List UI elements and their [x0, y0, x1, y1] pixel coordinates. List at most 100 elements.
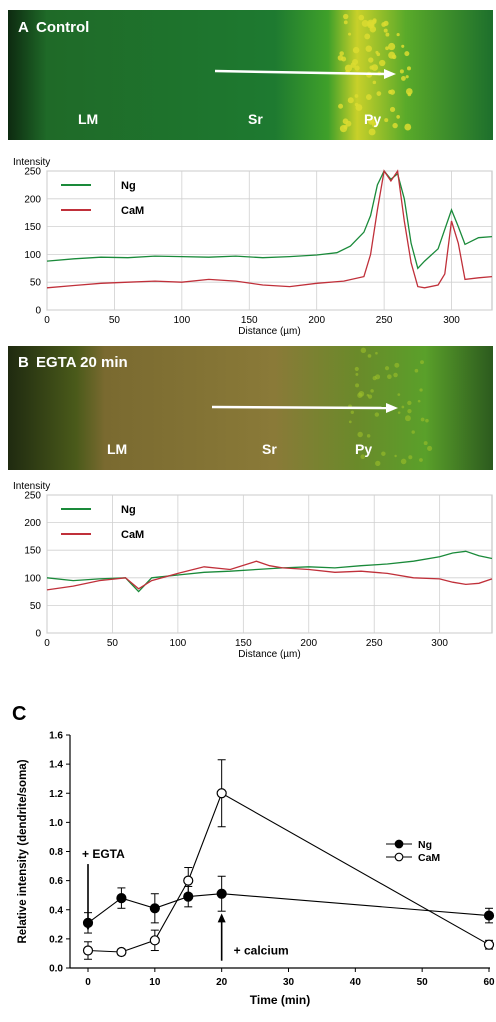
cell-body	[384, 118, 389, 123]
cell-body	[365, 94, 372, 100]
y-tick-label: 100	[24, 573, 41, 584]
x-axis-label: Distance (µm)	[238, 326, 300, 337]
cell-body	[385, 46, 389, 51]
cell-body	[366, 434, 371, 438]
intensity-chart-egta: 0 50 100 150 200 250 300050100150200250Intensi…	[13, 481, 493, 660]
y-axis-label: Intensity	[13, 157, 50, 168]
x-tick-label: 0	[44, 638, 50, 649]
x-tick-label: 250	[366, 638, 383, 649]
x-axis-label: Time (min)	[250, 993, 310, 1007]
cell-body	[383, 28, 388, 33]
data-point-cam	[116, 946, 127, 958]
y-tick-label: 1.4	[49, 760, 63, 771]
y-tick-label: 1.2	[49, 789, 63, 800]
cell-body	[394, 454, 397, 458]
arrow-line	[214, 69, 386, 76]
cell-body	[423, 441, 428, 446]
cell-body	[379, 59, 386, 67]
cell-body	[401, 405, 405, 409]
cell-body	[338, 103, 344, 109]
region-label-py: Py	[364, 111, 381, 127]
cell-body	[367, 118, 375, 125]
cell-body	[360, 347, 367, 354]
cell-body	[385, 32, 390, 37]
series-line-cam	[87, 792, 490, 953]
cell-body	[372, 376, 377, 381]
cell-body	[397, 393, 401, 396]
relative-intensity-chart: C 0.0 0.2 0.4 0.6 0.8 1.0 1.2 1.4 1.6 0 10 20 30 40 50…	[12, 703, 495, 1007]
cell-body	[352, 46, 360, 54]
cell-body	[389, 106, 396, 113]
cell-body	[394, 362, 400, 368]
cell-body	[348, 420, 352, 424]
data-point-ng	[216, 888, 227, 899]
arrow-head-icon	[386, 403, 398, 413]
legend-label-ng: Ng	[121, 504, 136, 516]
cell-body	[397, 411, 401, 414]
panel-title: Control	[36, 19, 89, 36]
cell-body	[381, 451, 386, 456]
data-point-cam	[483, 939, 495, 950]
y-tick-label: 1.0	[49, 818, 63, 829]
cell-body	[407, 400, 412, 406]
cell-body	[368, 128, 376, 136]
x-tick-label: 0	[44, 315, 50, 326]
panel-title: EGTA 20 min	[36, 354, 128, 371]
cell-body	[392, 122, 398, 129]
cell-body	[371, 64, 379, 71]
cell-body	[355, 372, 359, 376]
y-tick-label: 200	[24, 194, 41, 205]
legend-label-ng: Ng	[418, 839, 432, 851]
x-tick-label: 150	[241, 315, 258, 326]
cell-body	[358, 14, 365, 21]
y-tick-label: 200	[24, 518, 41, 529]
cell-body	[384, 366, 390, 371]
data-point-cam	[183, 875, 194, 886]
y-tick-label: 250	[24, 167, 41, 178]
cell-body	[364, 33, 371, 40]
legend-label-ng: Ng	[121, 180, 136, 192]
panel-b-image: B EGTA 20 min LM Sr Py	[8, 346, 493, 470]
series-line-cam	[46, 169, 493, 289]
cell-body	[400, 76, 406, 81]
cell-body	[345, 120, 352, 127]
region-label-sr: Sr	[262, 441, 277, 457]
y-axis-label: Intensity	[13, 481, 50, 492]
cell-body	[396, 32, 400, 37]
intensity-chart-control: 0 50 100 150 200 250 300050100150200250Intensi…	[13, 157, 493, 337]
x-tick-label: 100	[170, 638, 187, 649]
cell-body	[367, 354, 372, 358]
cell-body	[420, 417, 425, 422]
cell-body	[400, 458, 407, 465]
cell-body	[404, 123, 412, 131]
cell-body	[350, 410, 355, 414]
cell-body	[427, 445, 433, 451]
series-line-ng	[87, 893, 490, 924]
cell-body	[411, 430, 415, 434]
y-tick-label: 150	[24, 222, 41, 233]
cell-body	[419, 388, 423, 392]
cell-body	[366, 393, 370, 397]
region-label-lm: LM	[107, 441, 127, 457]
cell-body	[354, 366, 359, 371]
legend-marker-cam	[394, 852, 404, 862]
plot-area	[46, 494, 493, 634]
arrow-up-icon	[217, 913, 226, 923]
cell-body	[419, 458, 423, 462]
y-tick-label: 0.8	[49, 847, 63, 858]
cell-body	[344, 64, 353, 72]
cell-body	[407, 409, 412, 414]
x-tick-label: 150	[235, 638, 252, 649]
y-tick-label: 0.0	[49, 964, 63, 975]
legend-label-cam: CaM	[418, 852, 440, 864]
cell-body	[374, 412, 380, 417]
cell-body	[370, 389, 374, 393]
cell-body	[388, 51, 396, 59]
x-tick-label: 300	[431, 638, 448, 649]
cell-body	[352, 59, 359, 66]
panel-a-image: A Control LM Sr Py	[8, 10, 493, 140]
data-point-cam	[82, 945, 94, 956]
cell-body	[365, 45, 372, 52]
arrow-head-icon	[384, 69, 396, 79]
